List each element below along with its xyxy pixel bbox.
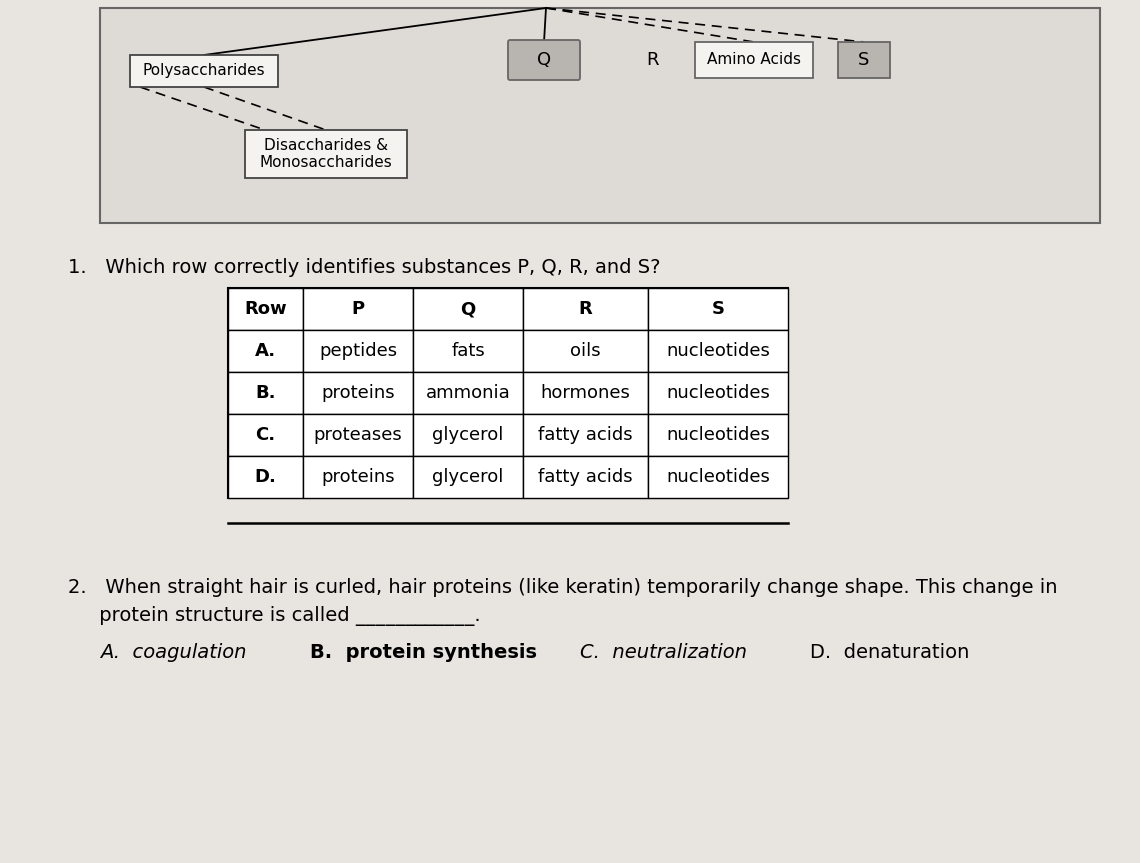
- Bar: [228, 372, 303, 414]
- Bar: [695, 42, 813, 78]
- Text: proteases: proteases: [314, 426, 402, 444]
- Bar: [303, 330, 413, 372]
- Bar: [413, 456, 523, 498]
- Bar: [303, 372, 413, 414]
- Text: fatty acids: fatty acids: [538, 468, 633, 486]
- Text: A.  coagulation: A. coagulation: [100, 643, 246, 662]
- Bar: [648, 330, 788, 372]
- Bar: [523, 330, 648, 372]
- Bar: [228, 414, 303, 456]
- Text: Q: Q: [461, 300, 475, 318]
- Text: C.  neutralization: C. neutralization: [580, 643, 747, 662]
- Bar: [413, 330, 523, 372]
- Text: R: R: [579, 300, 593, 318]
- Text: S: S: [858, 51, 870, 69]
- Bar: [245, 130, 407, 178]
- Bar: [523, 372, 648, 414]
- Text: D.  denaturation: D. denaturation: [811, 643, 969, 662]
- Text: 2.   When straight hair is curled, hair proteins (like keratin) temporarily chan: 2. When straight hair is curled, hair pr…: [68, 578, 1058, 597]
- Text: C.: C.: [255, 426, 276, 444]
- Bar: [648, 414, 788, 456]
- Bar: [228, 288, 788, 498]
- Bar: [523, 414, 648, 456]
- Text: Row: Row: [244, 300, 287, 318]
- Text: fatty acids: fatty acids: [538, 426, 633, 444]
- Text: hormones: hormones: [540, 384, 630, 402]
- Text: A.: A.: [255, 342, 276, 360]
- Text: B.  protein synthesis: B. protein synthesis: [310, 643, 537, 662]
- Text: nucleotides: nucleotides: [666, 384, 770, 402]
- Bar: [228, 288, 303, 330]
- Bar: [303, 288, 413, 330]
- Text: nucleotides: nucleotides: [666, 426, 770, 444]
- Bar: [413, 372, 523, 414]
- Text: S: S: [711, 300, 725, 318]
- Bar: [413, 288, 523, 330]
- Text: ammonia: ammonia: [425, 384, 511, 402]
- Text: proteins: proteins: [321, 468, 394, 486]
- Bar: [523, 456, 648, 498]
- Text: P: P: [351, 300, 365, 318]
- Text: B.: B.: [255, 384, 276, 402]
- Text: Polysaccharides: Polysaccharides: [142, 64, 266, 79]
- Text: 1.   Which row correctly identifies substances P, Q, R, and S?: 1. Which row correctly identifies substa…: [68, 258, 660, 277]
- Text: glycerol: glycerol: [432, 468, 504, 486]
- Text: glycerol: glycerol: [432, 426, 504, 444]
- Text: nucleotides: nucleotides: [666, 468, 770, 486]
- Bar: [303, 414, 413, 456]
- Text: proteins: proteins: [321, 384, 394, 402]
- Text: nucleotides: nucleotides: [666, 342, 770, 360]
- Bar: [413, 414, 523, 456]
- Text: peptides: peptides: [319, 342, 397, 360]
- Text: Amino Acids: Amino Acids: [707, 53, 801, 67]
- Bar: [648, 288, 788, 330]
- Text: protein structure is called ____________.: protein structure is called ____________…: [68, 606, 481, 626]
- Bar: [523, 288, 648, 330]
- Bar: [648, 456, 788, 498]
- Text: oils: oils: [570, 342, 601, 360]
- Bar: [648, 372, 788, 414]
- Text: Disaccharides &
Monosaccharides: Disaccharides & Monosaccharides: [260, 138, 392, 170]
- Text: Q: Q: [537, 51, 551, 69]
- Text: fats: fats: [451, 342, 484, 360]
- Text: R: R: [645, 51, 658, 69]
- Bar: [228, 456, 303, 498]
- FancyBboxPatch shape: [508, 40, 580, 80]
- Bar: [228, 330, 303, 372]
- Text: D.: D.: [254, 468, 276, 486]
- Bar: [838, 42, 890, 78]
- Bar: [100, 8, 1100, 223]
- Bar: [303, 456, 413, 498]
- Bar: [130, 55, 278, 87]
